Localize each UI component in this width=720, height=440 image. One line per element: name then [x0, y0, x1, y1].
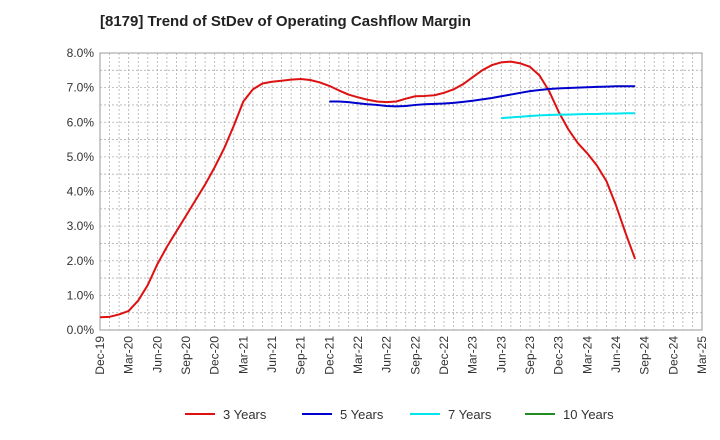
x-tick-label: Jun-20 — [150, 336, 164, 373]
y-tick-label: 2.0% — [67, 254, 95, 268]
y-tick-label: 3.0% — [67, 219, 95, 233]
y-tick-label: 1.0% — [67, 288, 95, 302]
x-tick-label: Jun-22 — [380, 336, 394, 373]
y-axis: 0.0% 1.0% 2.0% 3.0% 4.0% 5.0% 6.0% 7.0% 8.0% — [67, 46, 95, 337]
x-tick-label: Dec-22 — [437, 336, 451, 375]
x-tick-label: Mar-23 — [466, 336, 480, 374]
x-tick-label: Mar-20 — [122, 336, 136, 374]
y-tick-label: 5.0% — [67, 150, 95, 164]
series-line-7-years — [501, 112, 636, 120]
y-tick-label: 8.0% — [67, 46, 95, 60]
x-tick-label: Jun-23 — [494, 336, 508, 373]
x-tick-label: Sep-24 — [638, 336, 652, 375]
x-tick-label: Dec-20 — [208, 336, 222, 375]
x-tick-label: Mar-22 — [351, 336, 365, 374]
x-tick-label: Jun-21 — [265, 336, 279, 373]
legend-label: 5 Years — [340, 407, 384, 422]
y-tick-label: 4.0% — [67, 185, 95, 199]
x-tick-label: Dec-19 — [93, 336, 107, 375]
legend-label: 10 Years — [563, 407, 614, 422]
x-tick-label: Sep-21 — [294, 336, 308, 375]
x-tick-label: Sep-23 — [523, 336, 537, 375]
legend-label: 7 Years — [448, 407, 492, 422]
x-tick-label: Mar-25 — [695, 336, 709, 374]
y-tick-label: 7.0% — [67, 81, 95, 95]
x-tick-label: Dec-23 — [552, 336, 566, 375]
legend-label: 3 Years — [223, 407, 267, 422]
grid — [100, 53, 702, 330]
x-tick-label: Sep-20 — [179, 336, 193, 375]
series-line-3-years — [99, 60, 637, 319]
series-lines — [99, 60, 637, 319]
x-tick-label: Dec-21 — [322, 336, 336, 375]
x-tick-label: Jun-24 — [609, 336, 623, 373]
x-axis: Dec-19 Mar-20 Jun-20 Sep-20 Dec-20 Mar-21 Jun-… — [93, 336, 709, 375]
x-tick-label: Sep-22 — [408, 336, 422, 375]
x-tick-label: Dec-24 — [666, 336, 680, 375]
series-line-5-years — [329, 85, 636, 108]
chart-title: [8179] Trend of StDev of Operating Cashf… — [100, 13, 471, 30]
legend: 3 Years 5 Years 7 Years 10 Years — [185, 407, 614, 422]
x-tick-label: Mar-21 — [236, 336, 250, 374]
x-tick-label: Mar-24 — [580, 336, 594, 374]
y-tick-label: 6.0% — [67, 115, 95, 129]
y-tick-label: 0.0% — [67, 323, 95, 337]
